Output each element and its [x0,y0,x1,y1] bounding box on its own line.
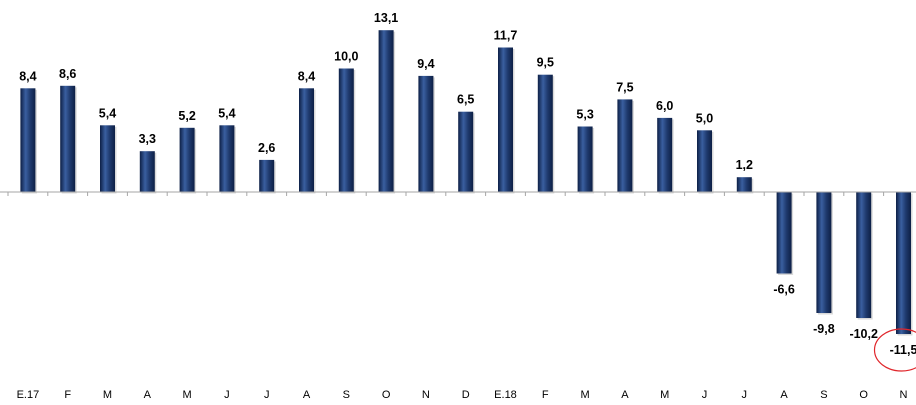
data-label: 10,0 [334,50,358,64]
x-tick-label: J [264,389,270,401]
data-label: -10,2 [849,327,878,341]
bar [219,125,235,192]
data-label: 6,0 [656,99,673,113]
data-label: 2,6 [258,141,275,155]
x-tick-label: S [820,389,827,401]
bar [498,47,513,192]
x-tick-label: A [621,389,629,401]
data-label: 11,7 [494,29,518,43]
x-tick-label: D [462,389,470,401]
x-tick-label: A [303,389,311,401]
bar [20,88,36,192]
x-tick-label: M [660,389,669,401]
bar [856,192,872,318]
data-label: 8,6 [59,67,76,81]
x-tick-label: O [382,389,391,401]
data-label: 5,0 [696,111,713,125]
bar [179,127,195,192]
data-label: 5,4 [99,106,116,120]
x-tick-label: M [103,389,112,401]
bar [537,74,553,192]
bar [418,75,434,192]
x-tick-label: A [780,389,788,401]
bar [577,126,593,192]
x-tick-label: J [742,389,748,401]
x-tick-label: F [64,389,71,401]
data-label: -11,5 [890,343,916,357]
bar [299,88,314,192]
data-label: 5,2 [178,109,195,123]
data-label: 3,3 [139,132,156,146]
bar [60,85,76,192]
x-tick-label: A [144,389,152,401]
x-tick-label: E.18 [494,389,517,401]
x-tick-label: F [542,389,549,401]
x-tick-label: S [343,389,350,401]
bar [458,111,474,192]
x-tick-label: E.17 [17,389,40,401]
x-tick-label: N [900,389,908,401]
bar [776,192,792,274]
bar [736,177,752,192]
data-label: 5,4 [218,106,235,120]
value-labels: 8,4 8,6 5,4 3,3 5,2 5,4 2,6 8,4 10,0 13,1 9,4 6,5 11… [19,11,916,357]
x-axis [0,191,916,196]
bar [378,30,394,193]
x-tick-label: O [859,389,868,401]
highlight-circle [873,328,916,372]
x-tick-label: M [183,389,192,401]
bar-series [20,30,913,336]
data-label: 8,4 [19,69,36,83]
bar [100,125,115,192]
x-tick-label: N [422,389,430,401]
x-tick-label: J [702,389,708,401]
data-label: 7,5 [616,80,633,94]
data-label: 9,5 [537,56,554,70]
data-label: -9,8 [813,322,835,336]
data-label: 6,5 [457,93,474,107]
bar [896,192,911,334]
bar [697,130,712,193]
bar [617,99,633,192]
annotations [873,328,916,372]
x-tick-label: J [224,389,230,401]
data-label: 9,4 [417,57,434,71]
bar [259,159,275,192]
bar [338,68,354,192]
bar [139,151,155,192]
x-tick-labels: E.17 F M A M J J A S O N D E.18 F M A M J J A S O N [17,389,908,401]
x-tick-label: M [581,389,590,401]
data-label: 8,4 [298,69,315,83]
data-label: -6,6 [773,283,795,297]
data-label: 1,2 [736,158,753,172]
bar [657,117,673,192]
data-label: 5,3 [576,108,593,122]
data-label: 13,1 [374,11,398,25]
bar [816,192,832,313]
